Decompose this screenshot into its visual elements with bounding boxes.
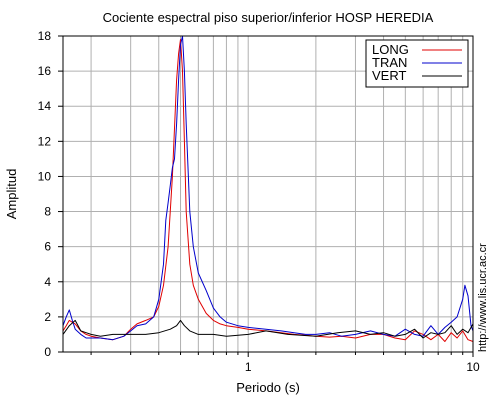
legend-label: VERT	[372, 68, 406, 83]
y-tick-label: 8	[44, 205, 51, 219]
y-tick-label: 6	[44, 240, 51, 254]
plot-frame	[63, 36, 473, 352]
x-axis: 1 10	[90, 352, 480, 374]
plot-border	[62, 35, 474, 353]
y-tick-label: 12	[38, 134, 52, 148]
y-tick-label: 4	[44, 275, 51, 289]
y-tick-label: 2	[44, 310, 51, 324]
y-axis-title: Amplitud	[4, 169, 19, 220]
x-axis-title: Periodo (s)	[236, 380, 300, 395]
y-tick-label: 16	[38, 64, 52, 78]
chart-title: Cociente espectral piso superior/inferio…	[103, 10, 434, 25]
x-tick-label: 10	[466, 360, 480, 374]
series-line-tran	[62, 35, 474, 341]
y-tick-label: 10	[38, 169, 52, 183]
y-tick-label: 14	[38, 99, 52, 113]
plot-area	[62, 35, 474, 353]
x-tick-label: 1	[245, 360, 252, 374]
y-axis: 0 2 4 6 8 10 12 14 16 18	[38, 29, 63, 359]
series-group	[62, 35, 474, 342]
source-url: http://www.lis.ucr.ac.cr	[477, 243, 489, 352]
y-tick-label: 18	[38, 29, 52, 43]
legend-label: LONG	[372, 42, 409, 57]
y-tick-label: 0	[44, 345, 51, 359]
series-line-vert	[62, 319, 474, 339]
legend-label: TRAN	[372, 55, 407, 70]
